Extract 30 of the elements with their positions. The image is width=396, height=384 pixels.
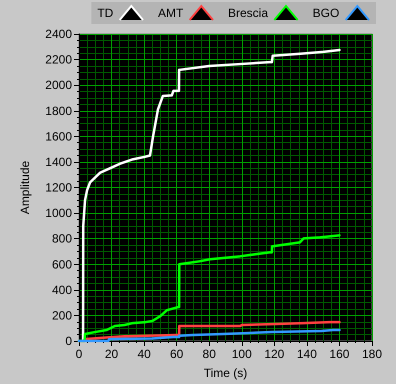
legend-label: BGO <box>312 6 340 20</box>
x-tick-label: 100 <box>232 347 252 361</box>
x-tick-label: 160 <box>329 347 350 361</box>
y-tick-label: 1000 <box>45 206 72 220</box>
y-tick-label: 1800 <box>45 104 72 118</box>
y-tick-label: 800 <box>52 232 72 246</box>
y-tick-label: 400 <box>52 282 72 297</box>
y-tick-label: 2000 <box>45 78 72 92</box>
x-axis-title: Time (s) <box>204 366 248 380</box>
x-tick-label: 80 <box>202 347 216 361</box>
y-tick-label: 1200 <box>45 180 72 194</box>
x-tick-label: 40 <box>137 347 152 361</box>
x-tick-label: 60 <box>170 347 184 361</box>
legend-label: TD <box>97 6 114 20</box>
y-axis-title: Amplitude <box>18 160 32 214</box>
y-tick-label: 2400 <box>45 27 72 41</box>
y-tick-label: 1400 <box>45 154 72 169</box>
x-tick-label: 20 <box>104 347 119 361</box>
legend-label: Brescia <box>228 6 268 20</box>
x-tick-label: 0 <box>76 347 83 361</box>
x-tick-label: 140 <box>296 347 318 361</box>
y-tick-label: 1600 <box>45 129 72 144</box>
y-tick-label: 200 <box>52 308 72 322</box>
legend-label: AMT <box>158 6 184 20</box>
x-tick-label: 180 <box>362 347 382 361</box>
y-tick-label: 0 <box>65 334 72 348</box>
y-tick-label: 600 <box>52 257 72 272</box>
x-tick-label: 120 <box>264 347 285 361</box>
y-tick-label: 2200 <box>45 52 72 67</box>
line-series <box>78 328 341 342</box>
